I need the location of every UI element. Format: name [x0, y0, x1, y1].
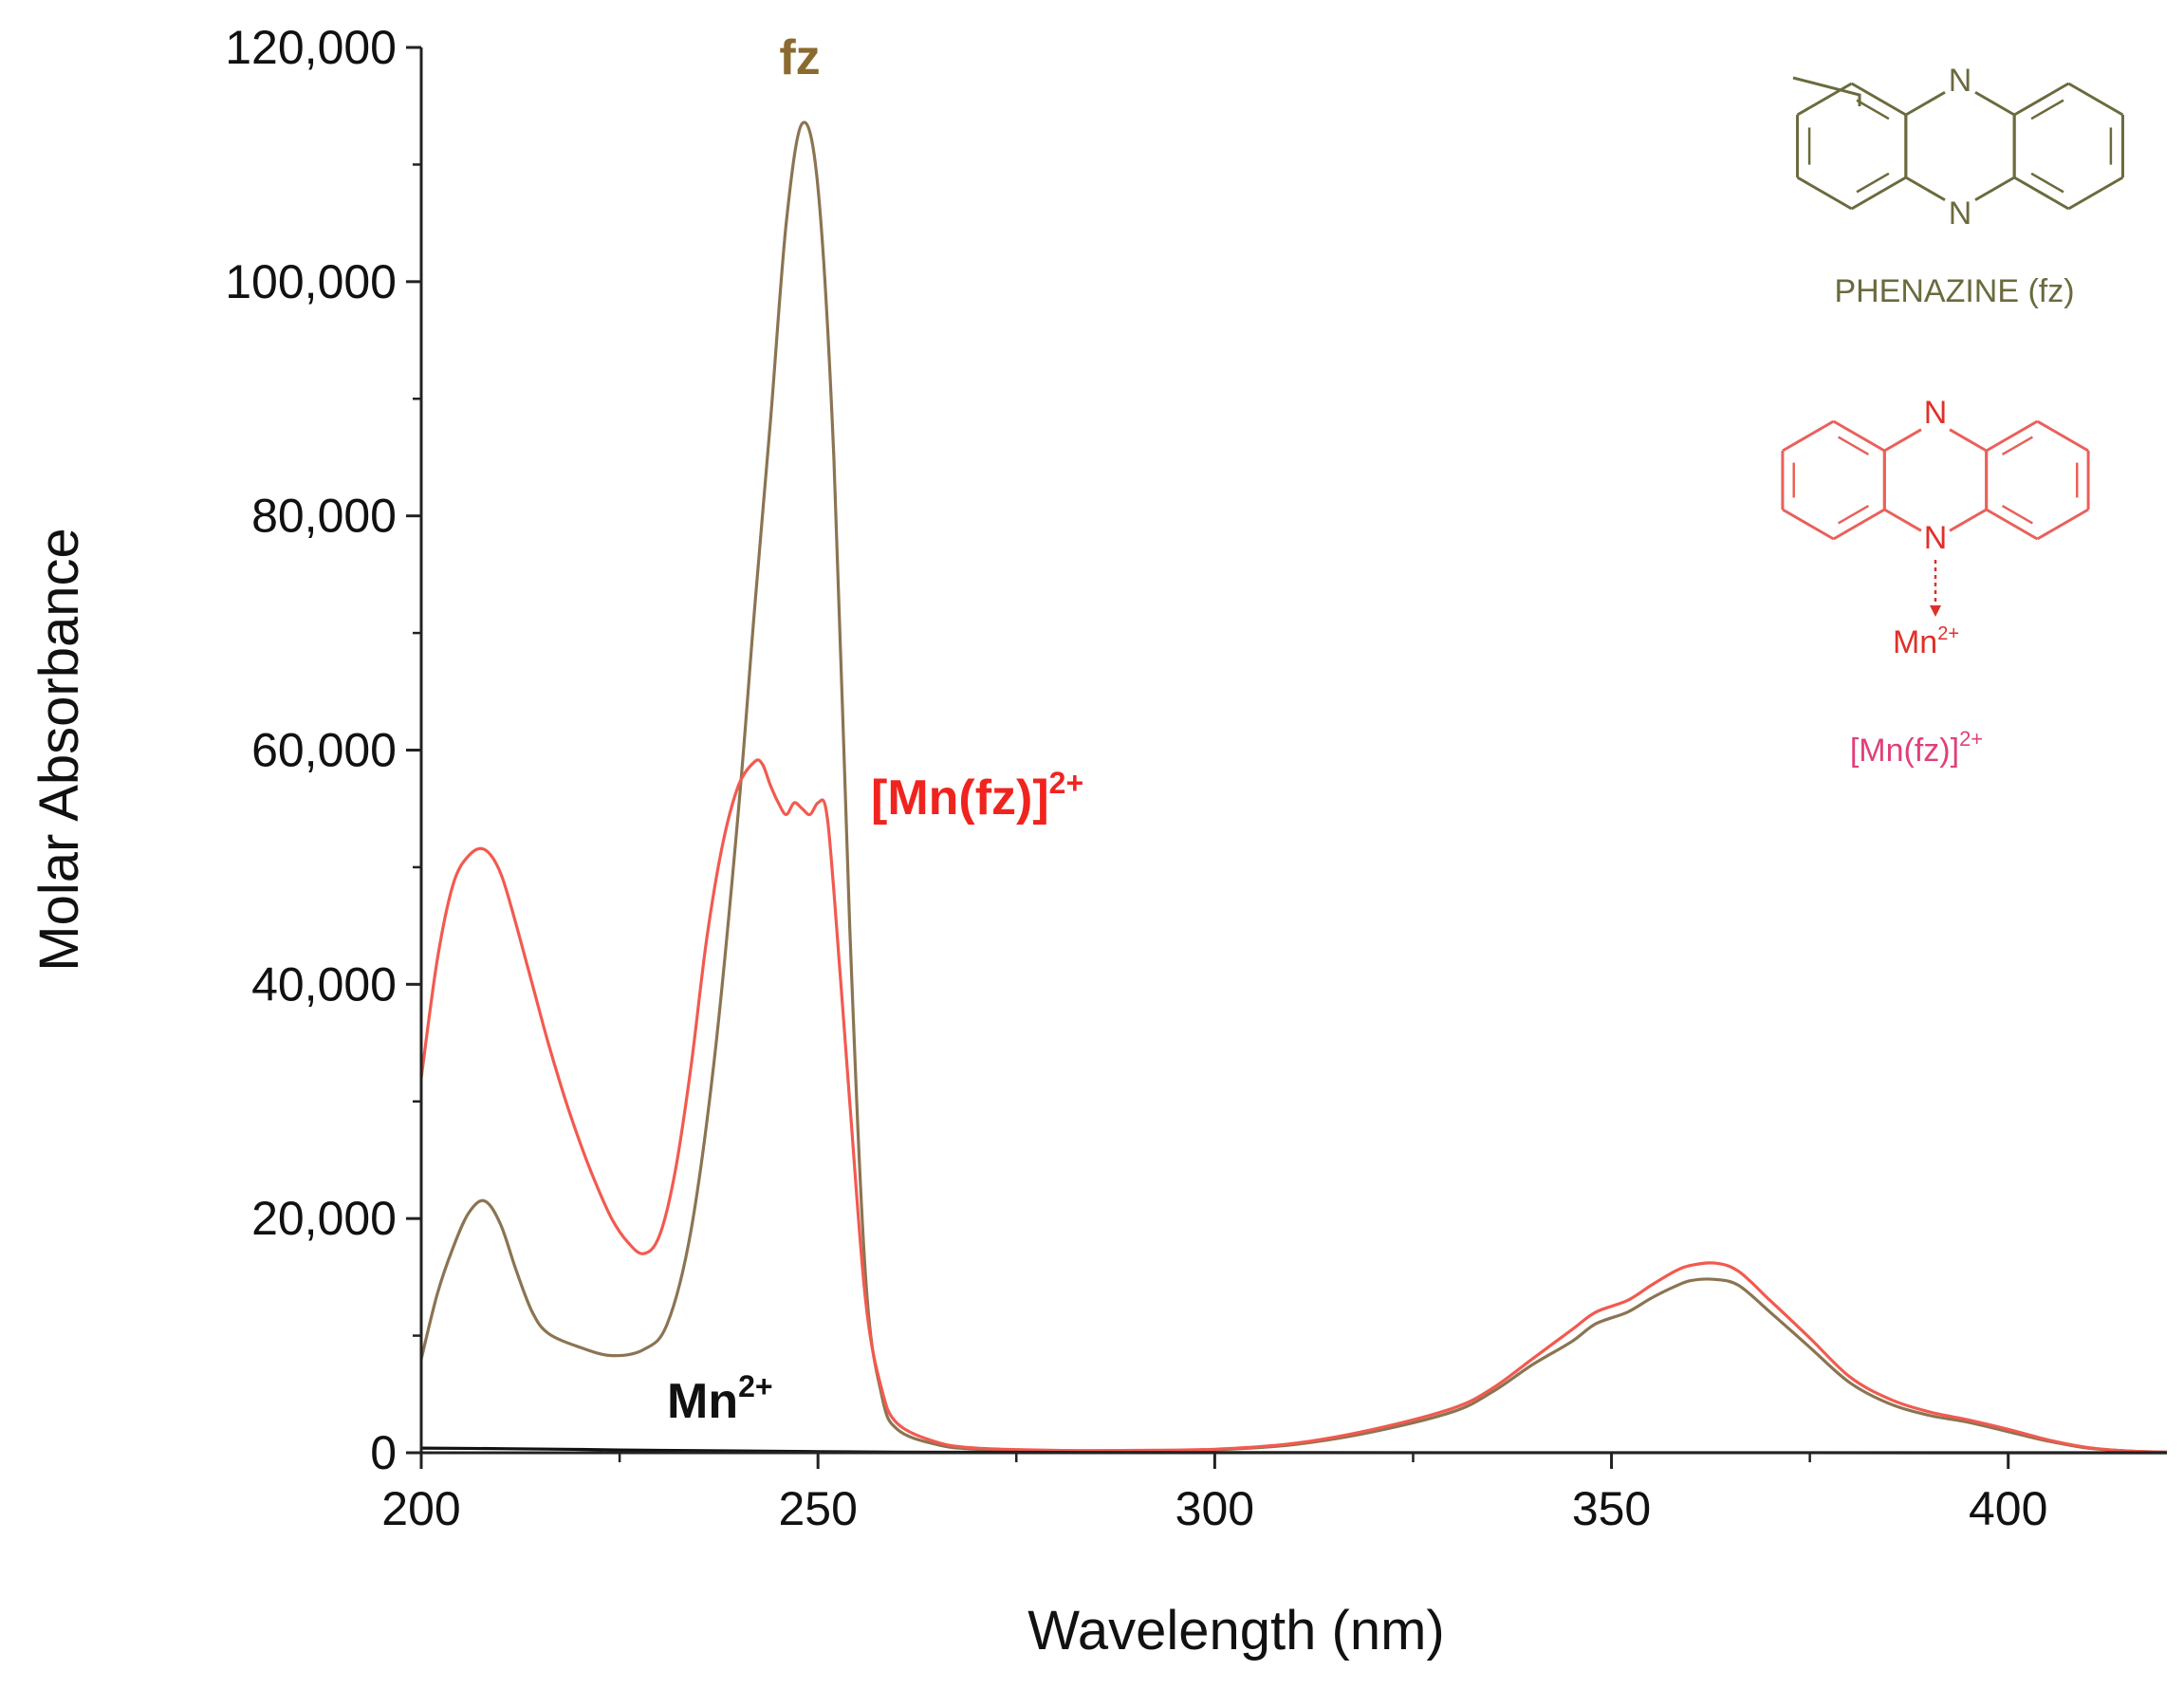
phenazine-n-top: N	[1949, 63, 1972, 99]
ring-bond	[1905, 176, 1946, 202]
ring-bond	[1832, 419, 1886, 453]
complex-metal-text: Mn	[1893, 624, 1937, 660]
series-label-mn-fz: [Mn(fz)]2+	[871, 766, 1083, 826]
ring-bond	[1905, 90, 1946, 117]
complex-metal-label: Mn2+	[1893, 623, 1959, 660]
complex-ring-bonds	[1781, 419, 2090, 541]
ring-bond	[2036, 508, 2089, 541]
ring-bond	[2067, 176, 2124, 211]
ring-bond	[1796, 176, 1853, 211]
series-label-mn-fz-text: [Mn(fz)]	[871, 770, 1049, 826]
y-tick-label: 0	[370, 1426, 397, 1479]
mn-complex-structure: N N Mn2+ [Mn(fz)]2+	[1781, 395, 2090, 769]
complex-coordination-arrowhead	[1930, 605, 1941, 617]
complex-caption: [Mn(fz)]2+	[1850, 727, 1983, 769]
phenazine-left-ring	[1792, 76, 1861, 106]
complex-n-top: N	[1924, 395, 1948, 431]
series-line-0	[419, 121, 2168, 1454]
ring-bond	[1985, 508, 2039, 541]
series-line-1	[419, 758, 2168, 1454]
series-label-mn-fz-sup: 2+	[1049, 766, 1083, 800]
ring-double-bond	[2030, 99, 2064, 121]
series-label-mn-sup: 2+	[738, 1369, 772, 1403]
y-tick-label: 40,000	[251, 957, 397, 1011]
y-tick-label: 60,000	[251, 724, 397, 777]
ring-bond	[1850, 176, 1907, 211]
complex-metal-sup: 2+	[1937, 623, 1959, 644]
x-tick-label: 200	[381, 1482, 460, 1535]
y-tick-label: 120,000	[225, 21, 397, 74]
ring-bond	[2013, 176, 2070, 211]
phenazine-n-bottom: N	[1949, 195, 1972, 232]
y-tick-label: 20,000	[251, 1192, 397, 1245]
ring-double-bond	[2030, 172, 2064, 194]
ring-bond	[1974, 90, 2015, 117]
ring-bond	[1974, 176, 2015, 202]
ring-bond	[1949, 508, 1988, 532]
ring-bond	[1850, 82, 1907, 117]
ring-bond	[2013, 82, 2070, 117]
y-tick-label: 100,000	[225, 255, 397, 308]
ring-bond	[1782, 508, 1835, 541]
series-label-mn: Mn2+	[667, 1369, 773, 1429]
phenazine-structure: N N PHENAZINE (fz)	[1792, 63, 2124, 309]
ring-double-bond	[2001, 436, 2033, 456]
ring-double-bond	[1856, 99, 1890, 121]
phenazine-ring-bonds	[1796, 82, 2124, 211]
complex-n-bottom: N	[1924, 520, 1948, 556]
ring-double-bond	[1838, 504, 1870, 525]
ring-bond	[1949, 428, 1988, 453]
ring-bond	[2067, 82, 2124, 117]
x-tick-label: 300	[1175, 1482, 1254, 1535]
ring-double-bond	[1838, 436, 1870, 456]
x-tick-label: 400	[1969, 1482, 2047, 1535]
ring-bond	[1782, 419, 1835, 453]
ring-bond	[1832, 508, 1886, 541]
ring-bond	[1796, 82, 1853, 117]
ring-double-bond	[2001, 504, 2033, 525]
complex-caption-text: [Mn(fz)]	[1850, 733, 1959, 769]
series-label-mn-text: Mn	[667, 1374, 738, 1429]
x-tick-label: 350	[1572, 1482, 1651, 1535]
y-axis-title: Molar Absorbance	[28, 528, 90, 971]
series-label-fz: fz	[779, 30, 820, 85]
x-axis-title: Wavelength (nm)	[1027, 1600, 1444, 1662]
ring-bond	[1883, 428, 1922, 453]
ring-double-bond	[1856, 172, 1890, 194]
axis-ticks: 0 20,000 40,000 60,000 80,000 100,000 120,000 2…	[225, 21, 2047, 1535]
ring-bond	[2036, 419, 2089, 453]
complex-caption-sup: 2+	[1959, 727, 1983, 751]
series-curves	[419, 121, 2168, 1455]
ring-bond	[1985, 419, 2039, 453]
y-tick-label: 80,000	[251, 490, 397, 543]
ring-bond	[1883, 508, 1922, 532]
phenazine-caption: PHENAZINE (fz)	[1834, 273, 2074, 309]
x-tick-label: 250	[778, 1482, 857, 1535]
